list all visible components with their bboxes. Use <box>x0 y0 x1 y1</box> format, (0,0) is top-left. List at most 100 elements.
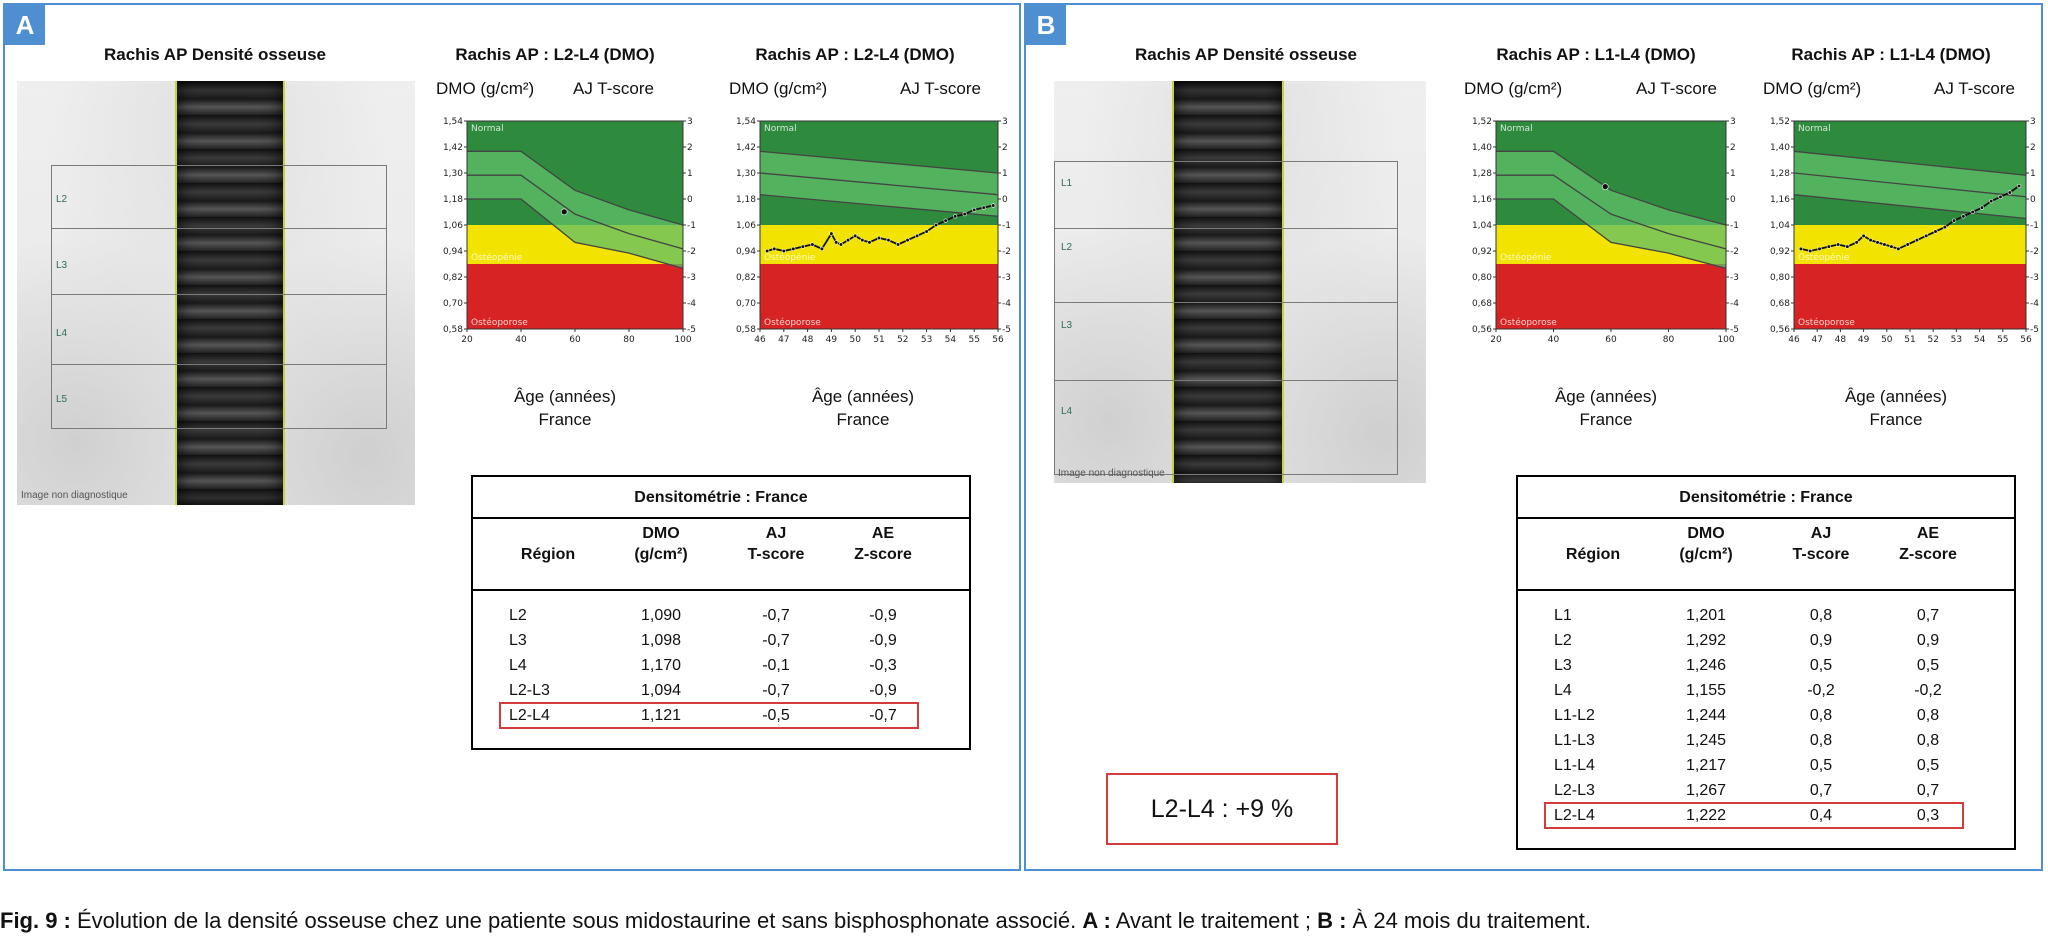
table-cell: 0,8 <box>1916 732 1940 749</box>
t-score-tick-label: 2 <box>2030 143 2036 153</box>
table-cell: 1,098 <box>640 632 682 649</box>
table-cell: 0,8 <box>1809 607 1833 624</box>
bmd-point <box>1889 244 1894 249</box>
bmd-point <box>953 214 958 219</box>
bmd-point <box>810 242 815 247</box>
y-tick-label: 1,16 <box>1770 195 1790 205</box>
bmd-point <box>1979 205 1985 210</box>
table-cell: 0,8 <box>1916 707 1940 724</box>
table-cell: 0,7 <box>1916 607 1940 624</box>
vertebra-label: L2 <box>56 194 68 205</box>
x-axis-subtitle: France <box>836 410 890 429</box>
caption-text: Évolution de la densité osseuse chez une… <box>70 908 1083 933</box>
table-header: AE Z-score <box>823 523 943 565</box>
bmd-point <box>1845 244 1850 249</box>
y-tick-label: 1,42 <box>443 143 463 153</box>
bmd-point <box>867 240 872 245</box>
bmd-point <box>1970 209 1975 215</box>
zone-label: Ostéopénie <box>1500 252 1552 263</box>
y-tick-label: 0,92 <box>1770 247 1790 257</box>
t-score-tick-label: 0 <box>2030 195 2036 205</box>
t-score-tick-label: -3 <box>2030 273 2039 283</box>
x-axis-title: Âge (années) <box>811 387 915 406</box>
table-title: Densitométrie : France <box>473 477 969 519</box>
zone-label: Ostéoporose <box>1798 317 1855 328</box>
table-header-line: T-score <box>747 546 805 563</box>
x-tick-label: 52 <box>897 335 908 345</box>
table-header-line: DMO <box>642 525 680 542</box>
x-tick-label: 80 <box>623 335 635 345</box>
bmd-point <box>1951 218 1957 223</box>
table-header-line: Région <box>520 546 576 563</box>
bmd-point <box>2007 190 2012 195</box>
x-tick-label: 48 <box>802 335 814 345</box>
table-cell: 1,170 <box>640 657 682 674</box>
y-tick-label: 1,04 <box>1472 221 1492 231</box>
reference-curve <box>467 198 684 269</box>
table-cell: L3 <box>509 632 527 649</box>
x-tick-label: 53 <box>1951 335 1962 345</box>
t-score-tick-label: -3 <box>1002 273 1011 283</box>
roi-line <box>1055 228 1397 229</box>
x-tick-label: 47 <box>778 335 789 345</box>
spine-scan-image: L2 L3 L4 L5 Image non diagnostique <box>17 81 415 505</box>
roi-line <box>1055 380 1397 381</box>
bmd-point <box>765 248 770 254</box>
x-tick-label: 49 <box>826 335 838 345</box>
table-cell: 0,5 <box>1916 657 1940 674</box>
x-tick-label: 50 <box>1881 335 1893 345</box>
table-header: AE Z-score <box>1868 523 1988 565</box>
x-tick-label: 56 <box>2020 335 2032 345</box>
panel-b: B Rachis AP Densité osseuse L1 L2 L3 L4 … <box>1024 3 2043 871</box>
y-tick-label: 0,70 <box>736 299 756 309</box>
bmd-point <box>991 203 996 208</box>
x-tick-label: 48 <box>1835 335 1847 345</box>
table-header: DMO (g/cm²) <box>601 523 721 565</box>
x-tick-label: 46 <box>754 335 766 345</box>
reference-curve <box>1793 172 2027 198</box>
bmd-point <box>1989 199 1994 204</box>
table-cell: 1,155 <box>1685 682 1727 699</box>
y-tick-label: 1,42 <box>736 143 756 153</box>
zone-label: Ostéopénie <box>471 252 523 263</box>
x-tick-label: 40 <box>515 335 527 345</box>
x-axis-label: Âge (années) France <box>1796 385 1996 431</box>
zone-label: Ostéopénie <box>1798 252 1850 263</box>
reference-curve <box>1793 150 2027 176</box>
y-axis-label: DMO (g/cm²) <box>1464 79 1563 98</box>
y-tick-label: 0,58 <box>443 325 463 335</box>
table-header-divider <box>473 589 969 591</box>
bmd-point <box>1875 240 1880 245</box>
bmd-point <box>560 208 568 216</box>
y-tick-label: 1,28 <box>1770 169 1790 179</box>
reference-curve <box>1496 150 1727 226</box>
table-cell: L1-L4 <box>1554 757 1595 774</box>
y-tick-label: 1,54 <box>443 117 463 127</box>
table-cell: -0,7 <box>762 682 790 699</box>
table-cell: L2 <box>1554 632 1572 649</box>
roi-box: L1 L2 L3 L4 <box>1054 161 1398 475</box>
caption-a-label: A : <box>1082 908 1111 933</box>
table-header-line: AE <box>871 525 895 542</box>
chart-title: Rachis AP : L2-L4 (DMO) <box>755 45 955 64</box>
x-tick-label: 51 <box>1904 335 1915 345</box>
bmd-chart-lifetime: Normal Ostéopénie Ostéoporose 1,52 1,40 1,28 1… <box>1472 117 1739 345</box>
zone-label: Ostéopénie <box>764 252 816 263</box>
t-score-tick-label: -4 <box>687 299 696 309</box>
table-cell: 0,8 <box>1809 732 1833 749</box>
bmd-change-badge: L2-L4 : +9 % <box>1106 773 1338 845</box>
bmd-point <box>1998 194 2003 199</box>
x-tick-label: 49 <box>1858 335 1870 345</box>
vertebra-label: L2 <box>1061 242 1073 253</box>
x-tick-label: 52 <box>1927 335 1938 345</box>
x-tick-label: 56 <box>992 335 1004 345</box>
table-header: AJ T-score <box>716 523 836 565</box>
table-cell: L2-L4 <box>509 707 550 724</box>
table-cell: 0,9 <box>1809 632 1833 649</box>
bmd-point <box>1826 244 1831 249</box>
bmd-point <box>924 229 929 234</box>
zone-osteopenia <box>1794 225 2026 264</box>
zone-label: Normal <box>1798 124 1831 134</box>
bmd-point <box>1905 242 1910 247</box>
bmd-point <box>853 233 858 238</box>
